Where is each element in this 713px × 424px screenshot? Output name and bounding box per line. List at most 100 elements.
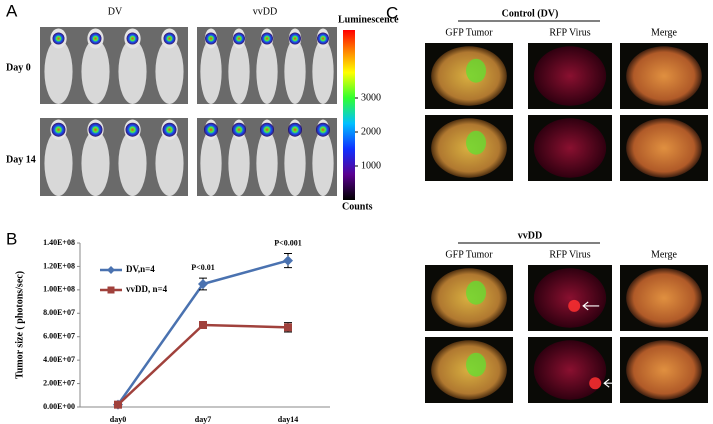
luminescence-spot bbox=[204, 122, 218, 137]
gfp-tumor bbox=[466, 130, 487, 155]
colorbar-tick-label: 3000 bbox=[361, 92, 381, 103]
column-header: RFP Virus bbox=[549, 27, 590, 38]
marker bbox=[199, 321, 207, 329]
colorbar-tick-label: 1000 bbox=[361, 160, 381, 171]
luminescence-spot bbox=[289, 32, 301, 45]
colorbar bbox=[343, 30, 355, 200]
y-tick-label: 1.20E+08 bbox=[43, 261, 75, 270]
marker bbox=[114, 400, 122, 409]
brain bbox=[533, 118, 607, 178]
annotation: P<0.001 bbox=[274, 238, 301, 247]
group-label: vvDD bbox=[253, 6, 277, 17]
brain bbox=[626, 340, 702, 400]
luminescence-spot bbox=[205, 32, 217, 45]
luminescence-spot bbox=[52, 32, 65, 45]
mouse bbox=[118, 130, 147, 196]
colorbar-unit: Counts bbox=[342, 201, 373, 212]
luminescence-spot bbox=[232, 122, 246, 137]
mouse bbox=[284, 130, 306, 196]
luminescence-spot bbox=[260, 122, 274, 137]
y-tick-label: 8.00E+07 bbox=[43, 308, 75, 317]
brain bbox=[626, 118, 702, 178]
section-title: Control (DV) bbox=[502, 8, 559, 19]
luminescence-spot bbox=[288, 122, 302, 137]
mouse bbox=[81, 39, 110, 104]
series-line bbox=[117, 323, 289, 406]
legend-label: vvDD, n=4 bbox=[126, 284, 168, 294]
luminescence-spot bbox=[89, 32, 102, 45]
gfp-tumor bbox=[466, 280, 487, 305]
y-tick-label: 6.00E+07 bbox=[43, 332, 75, 341]
luminescence-spot bbox=[163, 32, 176, 45]
luminescence-spot bbox=[125, 122, 140, 137]
luminescence-spot bbox=[162, 122, 177, 137]
x-tick-label: day14 bbox=[278, 415, 298, 424]
brain bbox=[626, 46, 702, 106]
mouse bbox=[44, 130, 73, 196]
mouse bbox=[155, 130, 184, 196]
mouse bbox=[228, 130, 250, 196]
marker bbox=[198, 279, 208, 289]
column-header: RFP Virus bbox=[549, 249, 590, 260]
gfp-tumor bbox=[466, 352, 487, 377]
mouse bbox=[228, 39, 250, 104]
luminescence-spot bbox=[126, 32, 139, 45]
legend-label: DV,n=4 bbox=[126, 264, 155, 274]
brain bbox=[533, 268, 607, 328]
x-tick-label: day7 bbox=[195, 415, 211, 424]
mouse bbox=[256, 130, 278, 196]
rfp-signal bbox=[589, 377, 602, 390]
arrow bbox=[582, 301, 600, 311]
luminescence-spot bbox=[317, 32, 329, 45]
mouse bbox=[44, 39, 73, 104]
mouse bbox=[200, 39, 222, 104]
mouse bbox=[81, 130, 110, 196]
luminescence-spot bbox=[261, 32, 273, 45]
y-tick-label: 0.00E+00 bbox=[43, 402, 75, 411]
column-header: Merge bbox=[651, 27, 677, 38]
y-axis-label: Tumor size ( photons/sec) bbox=[14, 271, 25, 379]
gfp-tumor bbox=[466, 58, 487, 83]
mouse bbox=[256, 39, 278, 104]
arrow bbox=[603, 378, 621, 388]
rfp-signal bbox=[568, 299, 581, 312]
column-header: Merge bbox=[651, 249, 677, 260]
brain bbox=[626, 268, 702, 328]
mouse bbox=[284, 39, 306, 104]
section-title: vvDD bbox=[518, 230, 542, 241]
brain bbox=[533, 340, 607, 400]
marker bbox=[284, 323, 292, 332]
luminescence-spot bbox=[88, 122, 103, 137]
mouse bbox=[312, 39, 334, 104]
mouse bbox=[312, 130, 334, 196]
x-tick-label: day0 bbox=[110, 415, 126, 424]
column-header: GFP Tumor bbox=[445, 27, 493, 38]
panel-label: B bbox=[6, 229, 17, 248]
annotation: P<0.01 bbox=[191, 263, 214, 272]
mouse-images bbox=[40, 27, 337, 196]
legend-marker bbox=[107, 286, 115, 294]
mouse bbox=[155, 39, 184, 104]
mouse bbox=[200, 130, 222, 196]
group-label: DV bbox=[108, 6, 123, 17]
colorbar-ticks: 1000 2000 3000 bbox=[355, 92, 381, 171]
y-tick-label: 1.40E+08 bbox=[43, 238, 75, 247]
brain-images: Control (DV) GFP Tumor RFP Virus Merge vvDD G… bbox=[425, 8, 708, 403]
colorbar-title: Luminescence bbox=[338, 14, 399, 25]
colorbar-tick-label: 2000 bbox=[361, 126, 381, 137]
column-header: GFP Tumor bbox=[445, 249, 493, 260]
luminescence-spot bbox=[316, 122, 330, 137]
y-tick-label: 1.00E+08 bbox=[43, 285, 75, 294]
panel-label: C bbox=[386, 3, 398, 22]
line-chart: 0.00E+00 2.00E+07 4.00E+07 6.00E+07 8.00E+07… bbox=[43, 238, 330, 424]
row-label: Day 0 bbox=[6, 62, 31, 73]
mouse bbox=[118, 39, 147, 104]
brain bbox=[533, 46, 607, 106]
y-tick-label: 2.00E+07 bbox=[43, 378, 75, 387]
luminescence-spot bbox=[233, 32, 245, 45]
luminescence-spot bbox=[51, 122, 66, 137]
panel-label: A bbox=[6, 1, 18, 20]
legend-marker bbox=[107, 266, 115, 274]
y-tick-label: 4.00E+07 bbox=[43, 355, 75, 364]
